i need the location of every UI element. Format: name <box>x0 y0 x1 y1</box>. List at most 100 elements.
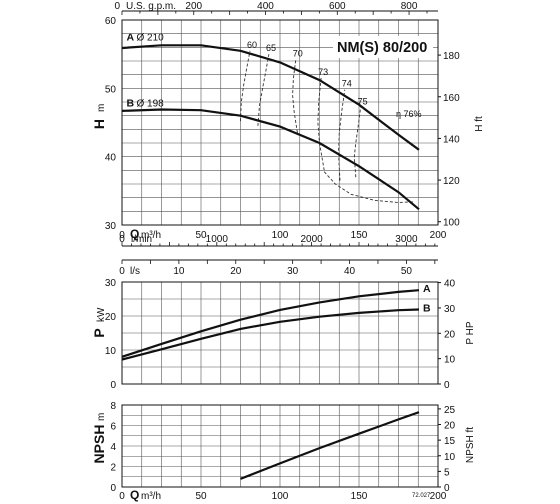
right-tick-label: 20 <box>444 421 456 432</box>
y-tick-label: 30 <box>105 221 117 232</box>
right-tick-label: 180 <box>443 51 460 62</box>
right-tick-label: 5 <box>444 467 450 478</box>
y-tick-label: 20 <box>105 312 117 323</box>
series-label-a: Ø 210 <box>137 32 165 43</box>
y-tick-label: 0 <box>110 380 116 391</box>
y-tick-label: 4 <box>110 442 116 453</box>
lmin-axis-label: l/min <box>131 234 152 245</box>
y-tick-label: 2 <box>110 463 116 474</box>
footnote: 72.027 <box>412 493 431 499</box>
series-name-b: B <box>423 303 431 315</box>
ls-tick-label: 0 <box>119 266 125 277</box>
efficiency-curve <box>257 54 270 126</box>
x-axis-unit: m³/h <box>141 230 161 241</box>
ls-tick-label: 20 <box>230 266 242 277</box>
y-axis-unit: m <box>96 104 107 112</box>
efficiency-envelope <box>323 171 415 203</box>
lmin-tick-label: 2000 <box>300 234 323 245</box>
top-axis-label: U.S. g.p.m. <box>126 1 176 12</box>
y-tick-label: 30 <box>105 278 117 289</box>
y-axis-right-title: P HP <box>465 321 476 344</box>
right-tick-label: 15 <box>444 436 456 447</box>
ls-tick-label: 50 <box>401 266 413 277</box>
ls-tick-label: 40 <box>344 266 356 277</box>
top-tick-label: 400 <box>257 1 274 12</box>
right-tick-label: 0 <box>444 483 450 494</box>
y-axis-title: NPSH <box>91 425 107 464</box>
efficiency-curve <box>338 89 346 181</box>
x-tick-label: 100 <box>272 491 289 502</box>
efficiency-label: 74 <box>342 79 352 89</box>
ls-axis-label: l/s <box>130 266 140 277</box>
right-tick-label: 40 <box>444 279 456 290</box>
y-axis-right-title: H ft <box>474 116 485 132</box>
right-tick-label: 120 <box>443 176 460 187</box>
curves-layer <box>121 36 433 480</box>
lmin-tick-label: 3000 <box>395 234 418 245</box>
right-tick-label: 140 <box>443 134 460 145</box>
ls-tick-label: 30 <box>287 266 299 277</box>
efficiency-layer <box>240 50 415 203</box>
y-tick-label: 8 <box>110 401 116 412</box>
x-tick-label: 50 <box>195 491 207 502</box>
efficiency-peak-label: η 76% <box>396 109 422 119</box>
right-tick-label: 0 <box>444 380 450 391</box>
series-name-a: A <box>127 31 135 43</box>
right-tick-label: 25 <box>444 405 456 416</box>
ls-tick-label: 10 <box>173 266 185 277</box>
y-axis-unit: kW <box>96 307 107 322</box>
title-box <box>333 36 433 58</box>
y-axis-right-title: NPSH ft <box>465 427 476 463</box>
power-curve-a <box>121 289 420 358</box>
head-curve-a <box>121 44 420 151</box>
plot-frame <box>121 19 439 226</box>
x-tick-label: 200 <box>430 491 447 502</box>
npsh-curve <box>240 411 420 480</box>
x-tick-label: 100 <box>272 230 289 241</box>
efficiency-label: 65 <box>266 43 276 53</box>
x-tick-label: 150 <box>351 230 368 241</box>
right-tick-label: 30 <box>444 304 456 315</box>
top-tick-label: 600 <box>329 1 346 12</box>
y-axis-unit: m <box>96 413 107 421</box>
efficiency-curve <box>317 78 325 171</box>
series-label-b: Ø 198 <box>137 99 165 110</box>
series-name-a: A <box>423 283 431 295</box>
x-tick-label: 50 <box>195 230 207 241</box>
series-name-b: B <box>127 98 135 110</box>
efficiency-label: 75 <box>358 96 368 106</box>
y-tick-label: 10 <box>105 346 117 357</box>
top-tick-label: 800 <box>401 1 418 12</box>
x-tick-label: 200 <box>430 230 447 241</box>
x-tick-label: 0 <box>119 230 125 241</box>
y-tick-label: 60 <box>105 16 117 27</box>
y-tick-label: 6 <box>110 422 116 433</box>
x-axis-label: Q <box>130 488 139 502</box>
x-tick-label: 0 <box>119 491 125 502</box>
x-axis-label: Q <box>130 227 139 241</box>
x-tick-label: 150 <box>351 491 368 502</box>
x-axis-unit: m³/h <box>141 491 161 502</box>
grid-layer <box>121 19 439 488</box>
efficiency-curve <box>292 59 298 133</box>
y-tick-label: 50 <box>105 84 117 95</box>
efficiency-curve <box>240 50 251 122</box>
efficiency-label: 73 <box>318 67 328 77</box>
right-tick-label: 100 <box>443 218 460 229</box>
plot-frame <box>121 404 439 488</box>
right-tick-label: 20 <box>444 329 456 340</box>
y-tick-label: 40 <box>105 153 117 164</box>
chart-title: NM(S) 80/200 <box>337 40 427 56</box>
top-tick-label: 0 <box>114 1 120 12</box>
frame-layer <box>121 10 441 488</box>
right-tick-label: 10 <box>444 355 456 366</box>
lmin-tick-label: 0 <box>119 234 125 245</box>
y-tick-label: 0 <box>110 483 116 494</box>
efficiency-curve <box>353 107 362 178</box>
y-axis-title: P <box>91 328 107 337</box>
right-tick-label: 160 <box>443 93 460 104</box>
head-curve-b <box>121 108 420 211</box>
power-curve-b <box>121 308 420 361</box>
